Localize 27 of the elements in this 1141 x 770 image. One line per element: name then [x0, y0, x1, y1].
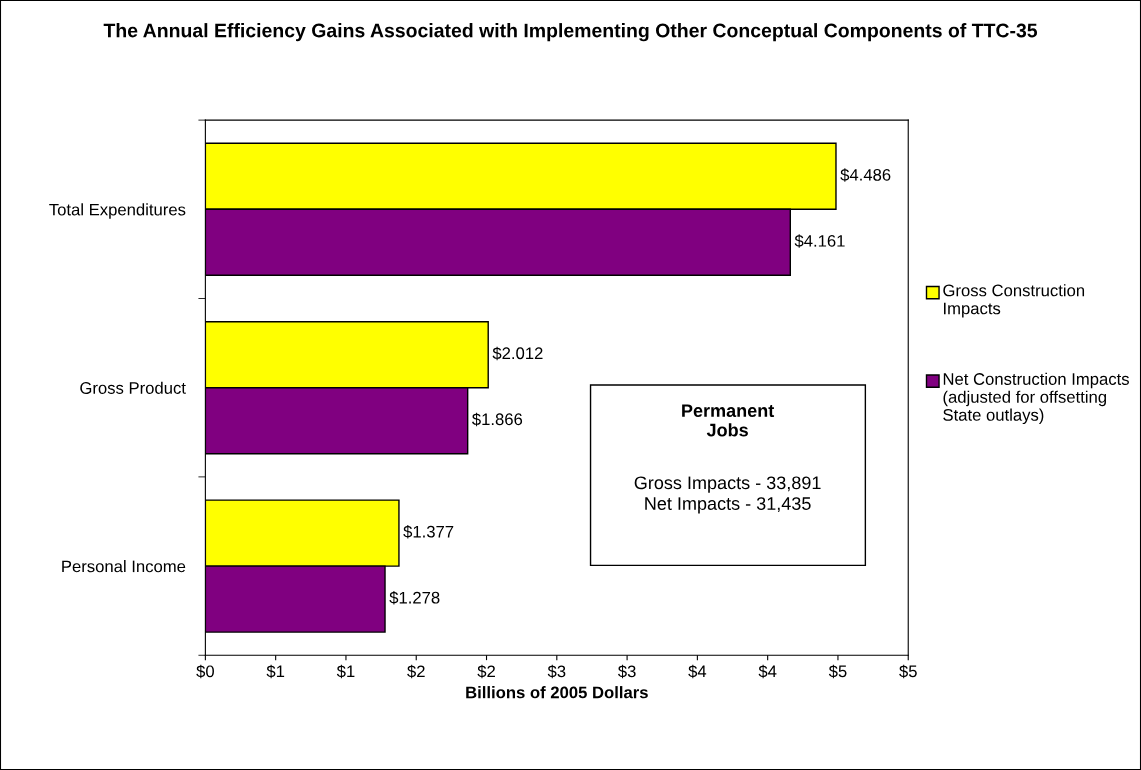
- x-tick-label: $4: [688, 664, 707, 679]
- x-tick-label: $3: [618, 664, 636, 679]
- y-tick-label: Gross Product: [80, 381, 186, 394]
- x-tick-label: $5: [899, 664, 917, 679]
- x-tick-label: $2: [477, 664, 495, 679]
- legend-label: Gross Construction Impacts: [943, 284, 1085, 318]
- data-label: $2.012: [492, 346, 543, 361]
- data-label: $4.161: [794, 234, 845, 248]
- annotation: Net Impacts - 31,435: [645, 497, 811, 514]
- data-label: $1.377: [403, 525, 454, 539]
- x-tick-label: $1: [266, 664, 285, 679]
- y-tick-label: Total Expenditures: [49, 203, 186, 219]
- chart-title: The Annual Efficiency Gains Associated with Implementing Other Conceptual Components of TTC-35: [103, 23, 1038, 42]
- x-tick-label: $2: [407, 664, 425, 679]
- x-tick-label: $4: [758, 664, 777, 679]
- annotation: Permanent Jobs: [682, 404, 775, 437]
- data-label: $1.866: [472, 412, 523, 427]
- data-label: $4.486: [840, 168, 891, 182]
- x-tick-label: $0: [196, 664, 214, 679]
- x-tick-label: $5: [828, 664, 847, 679]
- data-label: $1.278: [389, 591, 440, 605]
- y-tick-label: Personal Income: [62, 560, 186, 573]
- legend-label: Net Construction Impacts (adjusted for offsetting State outlays): [943, 372, 1129, 425]
- x-tick-label: $1: [336, 664, 355, 679]
- annotation: Gross Impacts - 33,891: [634, 476, 821, 493]
- x-axis-title: Billions of 2005 Dollars: [466, 686, 648, 699]
- x-tick-label: $3: [547, 664, 566, 679]
